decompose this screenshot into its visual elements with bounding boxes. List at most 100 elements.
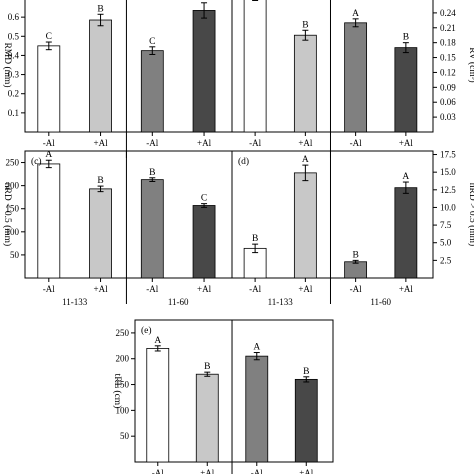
plot-frame (134, 319, 334, 463)
y-tick-label: 250 (6, 158, 20, 168)
x-tick-label: +Al (298, 284, 313, 294)
x-tick-label: +Al (298, 138, 313, 148)
x-tick-label: -Al (152, 468, 164, 474)
x-tick-label: -Al (350, 138, 362, 148)
y-tick-label: 0.03 (440, 112, 456, 122)
significance-letter: A (253, 343, 260, 353)
bar (294, 378, 318, 463)
y-tick-label: 7.5 (440, 220, 452, 230)
y-tick-label: 5.0 (440, 238, 452, 248)
group-label: 11-60 (168, 297, 189, 307)
x-tick-label: -Al (249, 138, 261, 148)
chart-panel-2: 0.03 0.06 0.09 0.12 0.15 0.18 0.21 0.24 RV (cm³)… (231, 0, 474, 158)
bar (293, 34, 317, 133)
chart-panel-4: 2.5 5.0 7.5 10.0 12.5 15.0 17.5 nRD > 0.5 (mm) B… (231, 150, 474, 307)
x-tick-label: -Al (43, 284, 55, 294)
y-tick-label: 0.6 (8, 12, 20, 22)
y-tick-label: 200 (116, 354, 130, 364)
y-tick-label: 50 (120, 431, 130, 441)
x-tick-label: +Al (399, 284, 414, 294)
chart-panel-1: 0.1 0.2 0.3 0.4 0.5 0.6 RMD (mm) C B C A -Al +Al -Al +… (2, 0, 233, 158)
y-tick-label: 100 (116, 405, 130, 415)
bar (344, 22, 368, 133)
bar (195, 373, 219, 463)
y-tick-label: 0.2 (8, 89, 19, 99)
x-tick-label: -Al (146, 284, 158, 294)
significance-letter: A (302, 155, 309, 165)
x-tick-label: -Al (146, 138, 158, 148)
y-tick-label: 0.06 (440, 97, 456, 107)
y-tick-label: 10.0 (440, 202, 456, 212)
bar (394, 187, 418, 279)
y-tick-label: 0.09 (440, 82, 456, 92)
y-tick-label: 0.1 (8, 108, 19, 118)
significance-letter: B (302, 20, 308, 30)
bar (89, 19, 112, 133)
y-tick-label: 12.5 (440, 185, 456, 195)
y-tick-label: 250 (116, 328, 130, 338)
y-tick-label: 0.12 (440, 67, 456, 77)
panel-label: (d) (238, 156, 249, 167)
plot-frame (231, 150, 434, 279)
y-axis-label: nRD < 0.5 (mm) (2, 183, 13, 246)
y-tick-label: 50 (10, 250, 20, 260)
significance-letter: B (303, 367, 309, 377)
bar (245, 355, 269, 463)
y-axis-label: RMD (mm) (2, 42, 13, 87)
y-tick-label: 0.21 (440, 23, 456, 33)
y-axis-label: nRD > 0.5 (mm) (467, 183, 474, 246)
x-tick-label: -Al (251, 468, 263, 474)
y-tick-label: 15.0 (440, 167, 456, 177)
y-tick-label: 0.15 (440, 53, 456, 63)
y-tick-label: 0.3 (8, 70, 20, 80)
group-label: 11-133 (62, 297, 88, 307)
significance-letter: A (402, 172, 409, 182)
y-tick-label: 0.18 (440, 38, 456, 48)
significance-letter: B (252, 234, 258, 244)
y-axis-label: RV (cm³) (467, 47, 474, 82)
significance-letter: A (352, 9, 359, 19)
significance-letter: A (45, 150, 52, 160)
bar (192, 10, 216, 133)
y-tick-label: 100 (6, 227, 20, 237)
x-tick-label: +Al (197, 138, 212, 148)
x-tick-label: +Al (94, 284, 109, 294)
significance-letter: C (46, 32, 52, 42)
significance-letter: C (149, 37, 155, 47)
y-tick-label: 2.5 (440, 255, 452, 265)
y-tick-label: 0.4 (8, 50, 20, 60)
chart-panel-5: 50 100 150 200 250 tRL (cm) A B A B -Al +Al -Al +Al (e… (112, 319, 334, 474)
plot-frame (231, 0, 434, 133)
y-axis-label: tRL (cm) (112, 374, 123, 409)
bar (37, 163, 61, 279)
y-tick-label: 150 (6, 204, 20, 214)
y-tick-label: 200 (6, 181, 20, 191)
x-tick-label: +Al (399, 138, 414, 148)
significance-letter: C (201, 194, 207, 204)
bar (37, 45, 61, 133)
significance-letter: B (149, 168, 155, 178)
significance-letter: B (403, 33, 409, 43)
x-tick-label: +Al (94, 138, 109, 148)
significance-letter: B (352, 250, 358, 260)
bar (293, 172, 317, 279)
bar (140, 50, 164, 133)
y-tick-label: 17.5 (440, 150, 456, 160)
x-tick-label: -Al (350, 284, 362, 294)
significance-letter: B (97, 4, 103, 14)
significance-letter: A (201, 0, 208, 3)
bar (146, 347, 170, 463)
bar (394, 47, 418, 133)
y-tick-label: 0.5 (8, 31, 20, 41)
bar (243, 0, 267, 133)
bar (89, 188, 112, 279)
bar (344, 261, 368, 279)
x-tick-label: -Al (249, 284, 261, 294)
x-tick-label: +Al (200, 468, 215, 474)
significance-letter: A (154, 336, 161, 346)
bar (192, 205, 216, 279)
group-label: 11-60 (370, 297, 391, 307)
bar (140, 179, 164, 279)
significance-letter: B (97, 176, 103, 186)
